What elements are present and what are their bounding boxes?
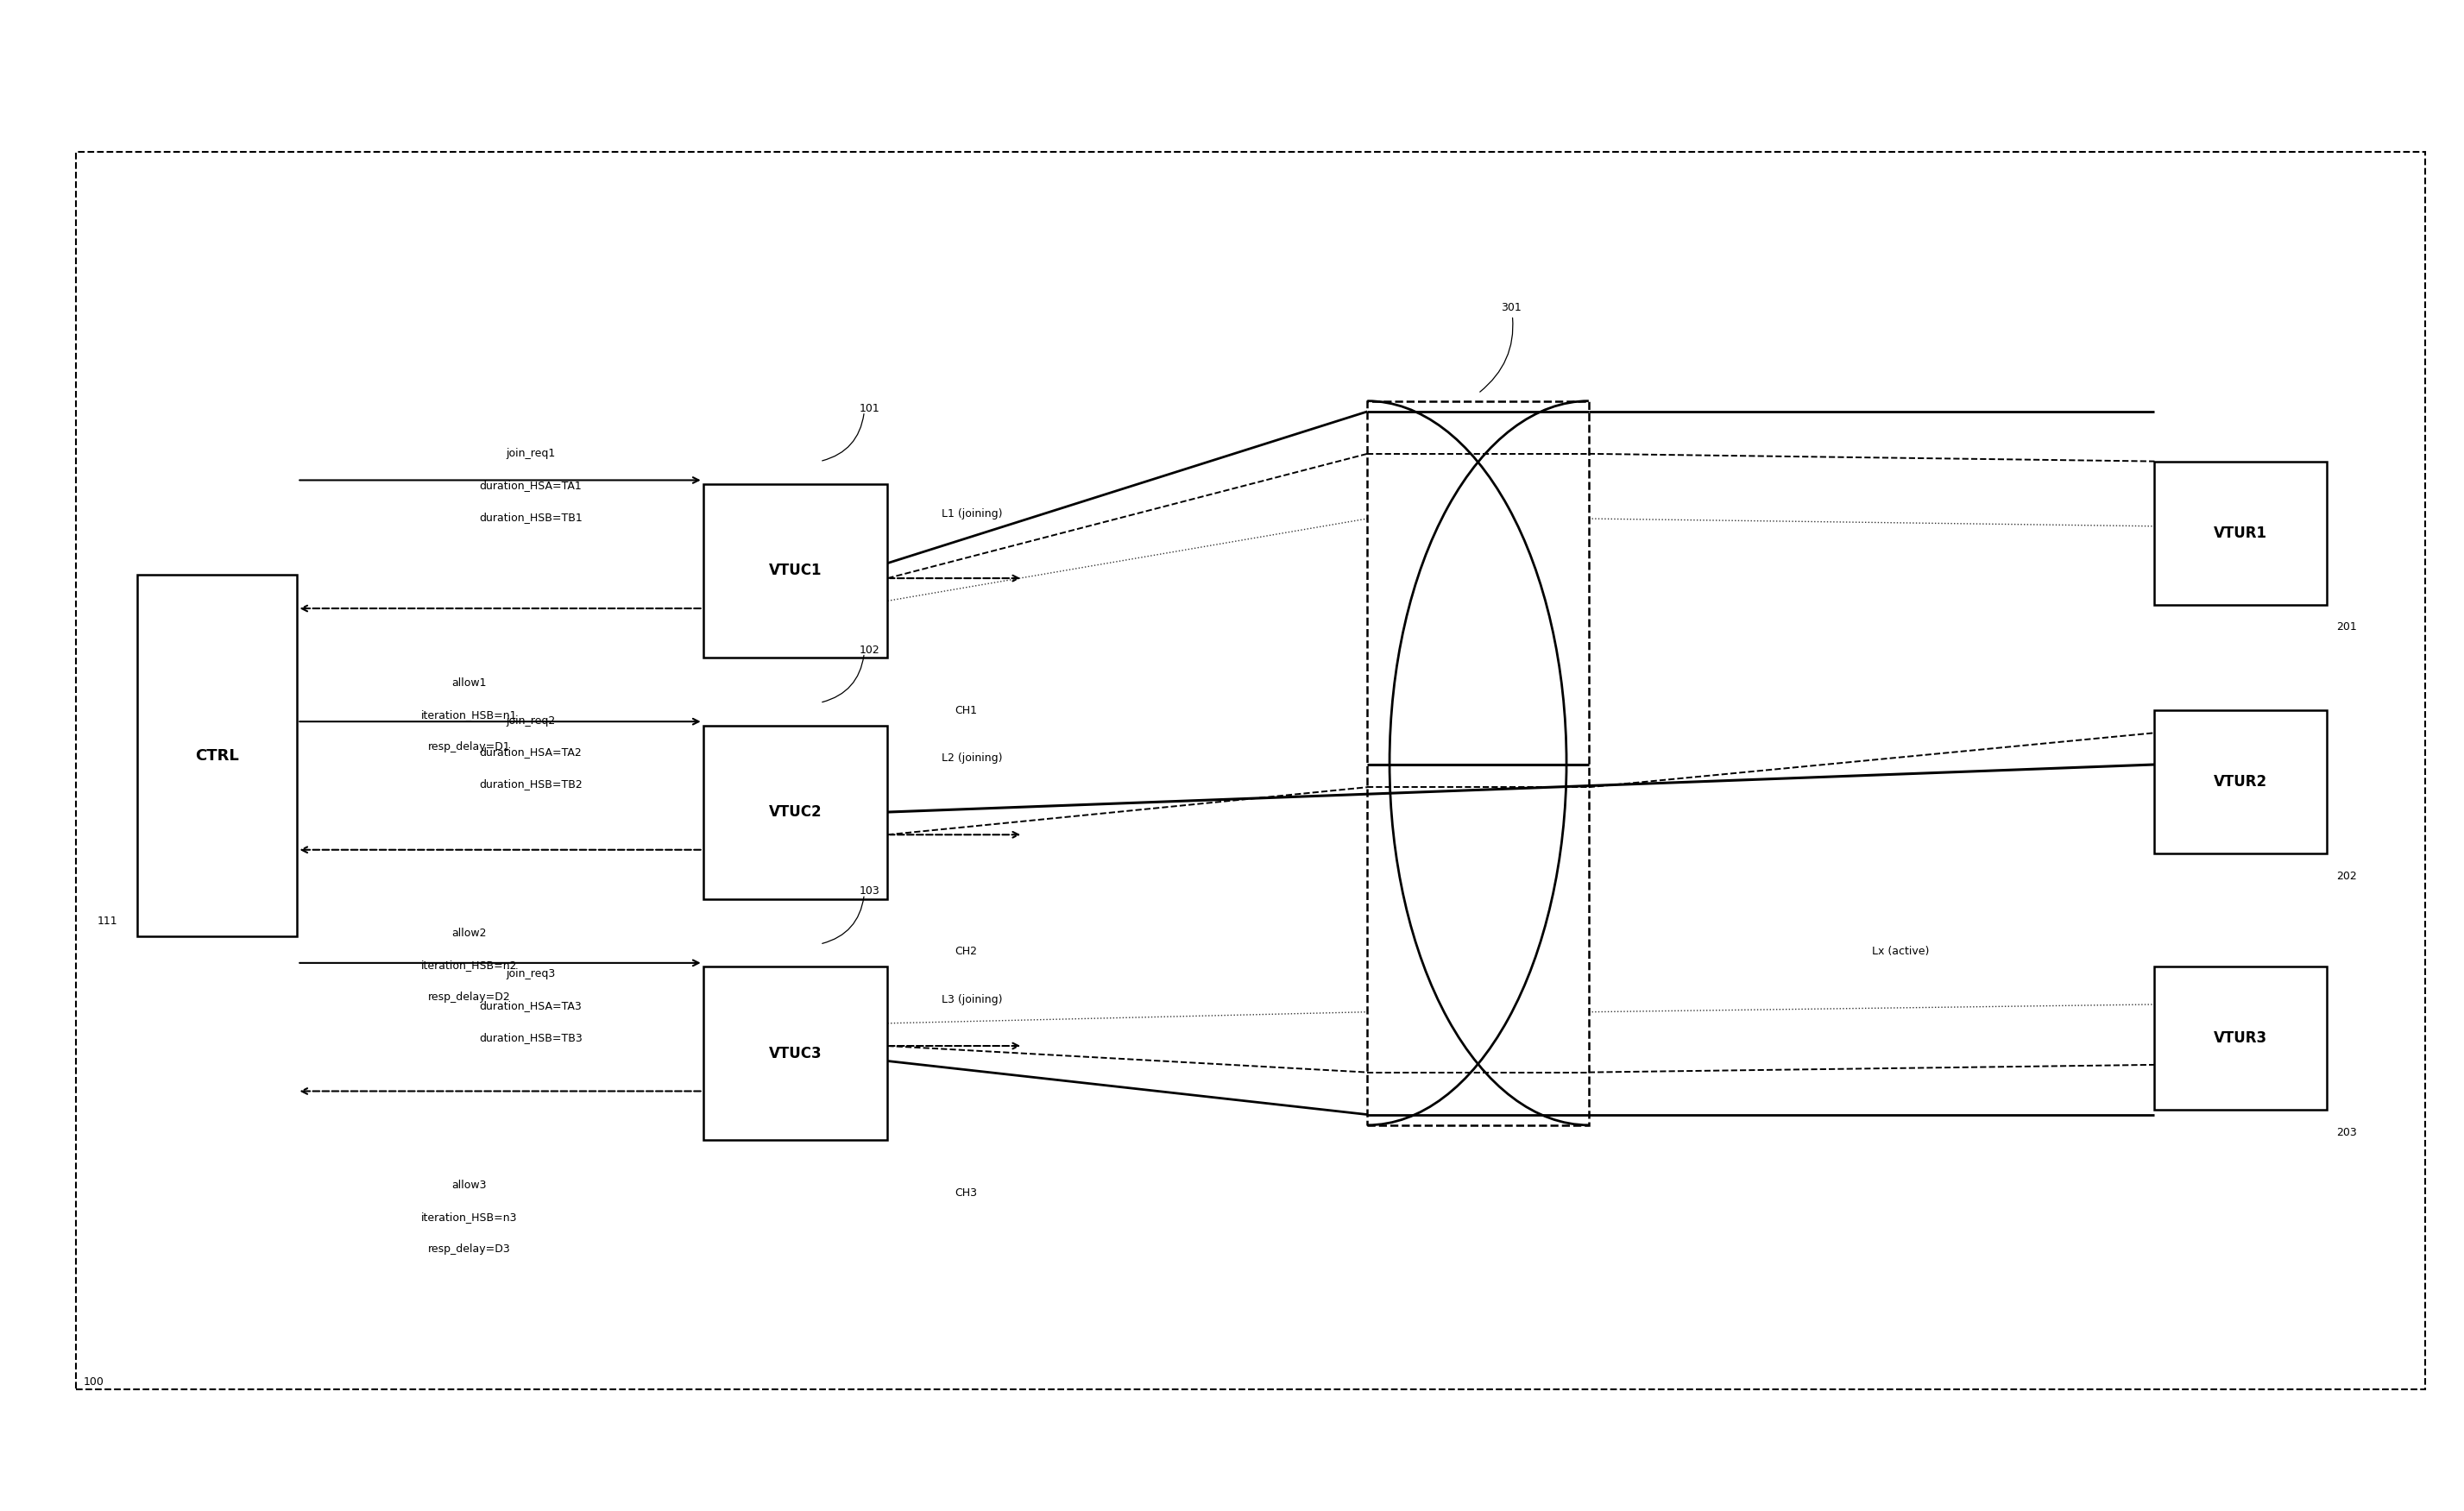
Bar (76, 153, 2425, 1389)
Text: allow1: allow1 (451, 677, 488, 689)
Text: 201: 201 (2336, 621, 2358, 633)
Text: 102: 102 (860, 644, 880, 656)
Text: CH1: CH1 (956, 704, 978, 716)
Text: VTUC2: VTUC2 (769, 804, 823, 820)
Text: Lx (active): Lx (active) (1873, 946, 1929, 958)
Text: duration_HSA=TA2: duration_HSA=TA2 (480, 746, 582, 759)
Text: duration_HSA=TA3: duration_HSA=TA3 (480, 1000, 582, 1011)
Bar (702, 725, 887, 899)
Text: duration_HSB=TB1: duration_HSB=TB1 (478, 512, 582, 523)
Text: 202: 202 (2336, 870, 2358, 882)
Text: join_req3: join_req3 (505, 969, 554, 979)
Bar (2154, 967, 2326, 1111)
Text: 301: 301 (1481, 302, 1520, 391)
Text: L2 (joining): L2 (joining) (941, 752, 1003, 765)
Bar (2154, 461, 2326, 604)
Text: 100: 100 (84, 1377, 103, 1387)
Bar (138, 574, 298, 937)
Text: allow3: allow3 (451, 1180, 488, 1191)
Text: iteration_HSB=n3: iteration_HSB=n3 (421, 1212, 517, 1222)
Text: 111: 111 (96, 916, 118, 928)
Bar (702, 967, 887, 1141)
Text: VTUC3: VTUC3 (769, 1046, 823, 1061)
Text: iteration_HSB=n2: iteration_HSB=n2 (421, 959, 517, 970)
Text: resp_delay=D1: resp_delay=D1 (429, 740, 510, 752)
Text: 101: 101 (860, 403, 880, 414)
Text: 103: 103 (860, 885, 880, 898)
Text: duration_HSA=TA1: duration_HSA=TA1 (480, 480, 582, 491)
Text: 203: 203 (2336, 1127, 2358, 1138)
Text: CH3: CH3 (956, 1188, 978, 1198)
Text: CH2: CH2 (956, 946, 978, 958)
Text: L1 (joining): L1 (joining) (941, 509, 1003, 520)
Text: VTUR2: VTUR2 (2213, 774, 2267, 790)
Text: join_req1: join_req1 (505, 449, 554, 459)
Text: VTUR1: VTUR1 (2213, 526, 2267, 541)
Text: join_req2: join_req2 (505, 715, 554, 727)
Text: allow2: allow2 (451, 928, 488, 940)
Text: duration_HSB=TB2: duration_HSB=TB2 (478, 778, 582, 790)
Text: VTUC1: VTUC1 (769, 564, 823, 579)
Bar (702, 484, 887, 657)
Text: duration_HSB=TB3: duration_HSB=TB3 (478, 1032, 582, 1043)
Text: CTRL: CTRL (195, 748, 239, 763)
Bar (2154, 710, 2326, 854)
Text: L3 (joining): L3 (joining) (941, 994, 1003, 1005)
Text: VTUR3: VTUR3 (2213, 1031, 2267, 1046)
Bar (1368, 400, 1589, 1126)
Text: resp_delay=D3: resp_delay=D3 (429, 1244, 510, 1254)
Text: iteration_HSB=n1: iteration_HSB=n1 (421, 709, 517, 721)
Text: resp_delay=D2: resp_delay=D2 (429, 991, 510, 1002)
